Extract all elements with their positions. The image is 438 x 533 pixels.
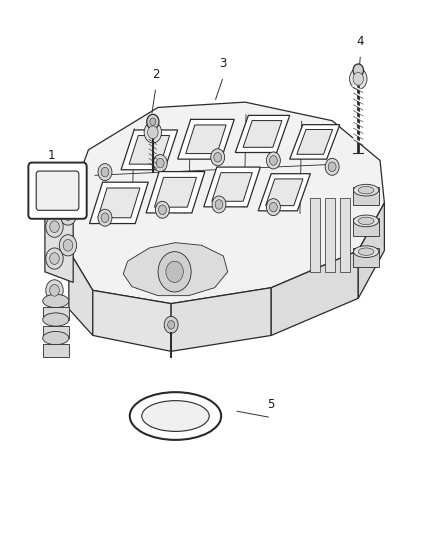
Circle shape	[269, 203, 277, 212]
Polygon shape	[353, 217, 379, 236]
Circle shape	[266, 152, 280, 169]
Polygon shape	[290, 125, 340, 159]
Circle shape	[46, 248, 63, 269]
Ellipse shape	[142, 401, 209, 431]
Circle shape	[328, 162, 336, 172]
Polygon shape	[212, 173, 252, 201]
Circle shape	[166, 261, 184, 282]
Ellipse shape	[130, 392, 221, 440]
Circle shape	[49, 253, 59, 264]
Polygon shape	[353, 187, 379, 205]
Polygon shape	[43, 326, 69, 338]
Circle shape	[59, 204, 77, 225]
Circle shape	[156, 158, 164, 168]
Polygon shape	[235, 115, 290, 152]
Circle shape	[98, 164, 112, 181]
Circle shape	[325, 158, 339, 175]
Text: 1: 1	[48, 149, 55, 162]
Text: 3: 3	[220, 58, 227, 70]
Text: 5: 5	[268, 398, 275, 411]
Circle shape	[49, 221, 59, 232]
Polygon shape	[258, 174, 311, 211]
Circle shape	[155, 201, 170, 218]
Circle shape	[158, 252, 191, 292]
Circle shape	[46, 280, 63, 301]
Polygon shape	[98, 188, 140, 218]
FancyBboxPatch shape	[28, 163, 87, 219]
Circle shape	[212, 196, 226, 213]
Circle shape	[101, 213, 109, 222]
Polygon shape	[325, 198, 335, 272]
Ellipse shape	[43, 332, 69, 345]
Ellipse shape	[43, 313, 69, 326]
Ellipse shape	[43, 294, 69, 308]
Polygon shape	[45, 208, 73, 282]
Circle shape	[153, 155, 167, 172]
Circle shape	[266, 199, 280, 216]
Polygon shape	[43, 308, 69, 319]
Circle shape	[147, 114, 159, 129]
Circle shape	[59, 235, 77, 256]
Circle shape	[150, 118, 156, 125]
Ellipse shape	[358, 187, 374, 194]
Polygon shape	[146, 172, 205, 213]
Circle shape	[148, 126, 158, 139]
Circle shape	[98, 209, 112, 226]
Circle shape	[63, 209, 73, 220]
Polygon shape	[89, 182, 148, 223]
Circle shape	[46, 216, 63, 237]
Polygon shape	[69, 102, 385, 304]
Circle shape	[214, 152, 222, 162]
Circle shape	[63, 239, 73, 251]
Polygon shape	[265, 179, 303, 206]
Ellipse shape	[358, 217, 374, 224]
Circle shape	[353, 72, 364, 85]
Polygon shape	[155, 177, 197, 207]
Ellipse shape	[353, 246, 379, 257]
Polygon shape	[69, 251, 93, 335]
Polygon shape	[340, 198, 350, 272]
FancyBboxPatch shape	[36, 171, 79, 211]
Polygon shape	[129, 135, 170, 164]
Circle shape	[144, 122, 162, 143]
Circle shape	[353, 64, 364, 77]
Polygon shape	[297, 130, 332, 155]
Circle shape	[101, 167, 109, 177]
Circle shape	[350, 68, 367, 90]
Text: 4: 4	[357, 35, 364, 48]
Polygon shape	[271, 251, 358, 335]
Circle shape	[164, 317, 178, 333]
Text: 2: 2	[152, 68, 159, 81]
Circle shape	[49, 285, 59, 296]
Polygon shape	[310, 198, 320, 272]
Polygon shape	[121, 130, 178, 169]
Circle shape	[168, 320, 175, 329]
Circle shape	[159, 205, 166, 215]
Polygon shape	[186, 125, 226, 154]
Ellipse shape	[353, 215, 379, 227]
Polygon shape	[204, 167, 260, 207]
Polygon shape	[243, 120, 282, 147]
Polygon shape	[43, 344, 69, 357]
Polygon shape	[171, 288, 271, 351]
Circle shape	[215, 200, 223, 209]
Polygon shape	[358, 203, 385, 298]
Polygon shape	[123, 243, 228, 296]
Ellipse shape	[353, 184, 379, 196]
Circle shape	[269, 156, 277, 165]
Polygon shape	[178, 119, 234, 159]
Ellipse shape	[358, 248, 374, 255]
Polygon shape	[93, 290, 171, 351]
Circle shape	[211, 149, 225, 166]
Polygon shape	[353, 248, 379, 266]
